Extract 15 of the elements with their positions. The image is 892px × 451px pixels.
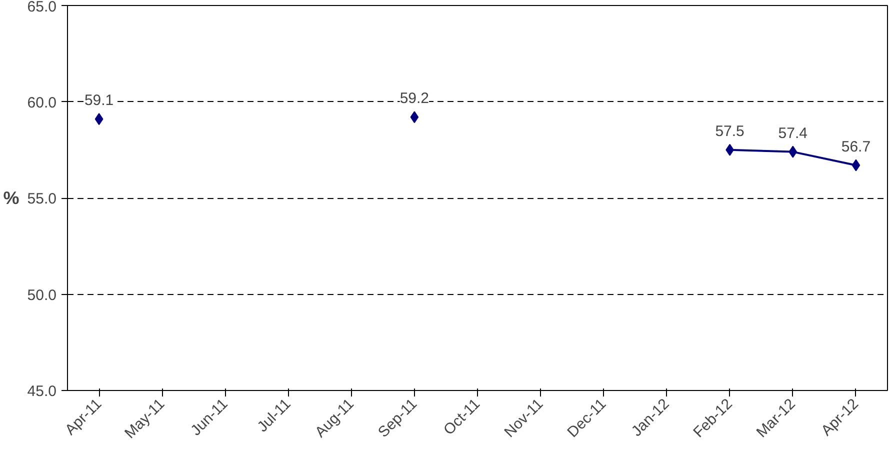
y-tick-label: 60.0 <box>27 94 57 112</box>
point <box>410 111 419 124</box>
data-label: 59.1 <box>84 92 114 110</box>
data-label: 59.2 <box>400 90 430 108</box>
y-tick-label: 55.0 <box>27 190 57 208</box>
y-tick-label: 50.0 <box>27 286 57 304</box>
data-label: 56.7 <box>841 138 871 156</box>
data-label: 57.5 <box>715 122 744 140</box>
data-label: 57.4 <box>778 124 808 142</box>
point <box>788 146 798 158</box>
y-tick-label: 65.0 <box>27 0 57 16</box>
y-tick-label: 45.0 <box>27 383 57 400</box>
point <box>94 113 104 126</box>
point <box>852 159 860 172</box>
y-axis-title: % <box>3 188 20 208</box>
